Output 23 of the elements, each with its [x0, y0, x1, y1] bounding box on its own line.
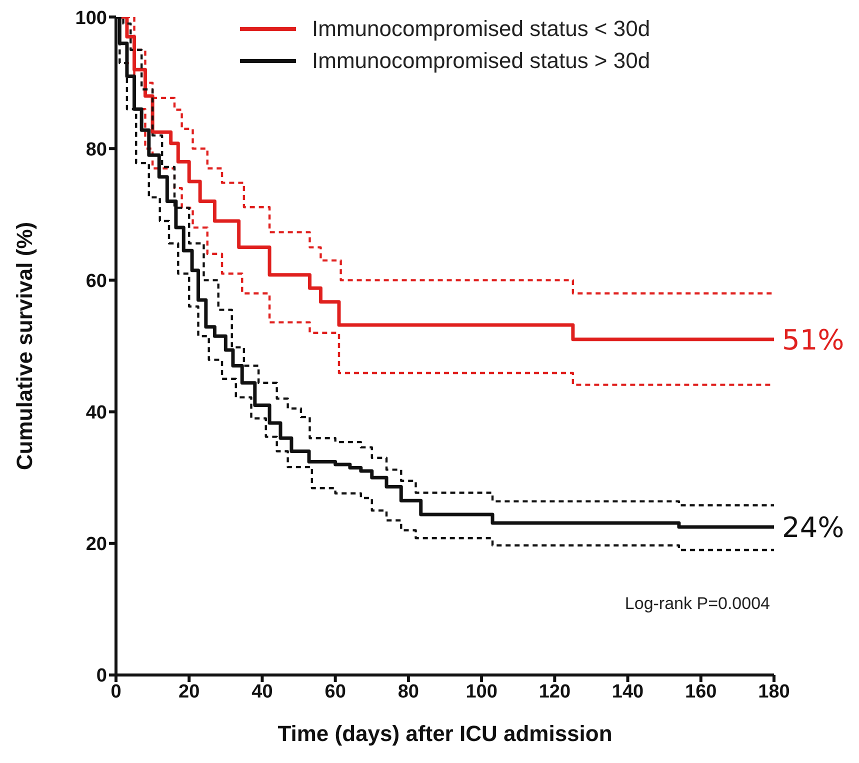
x-tick-label: 120 — [538, 681, 571, 702]
y-tick-label: 100 — [75, 8, 107, 29]
annotation: 51% — [782, 323, 844, 356]
y-tick-label: 20 — [86, 534, 107, 556]
y-tick-label: 40 — [86, 402, 107, 424]
x-tick-label: 100 — [466, 681, 498, 702]
x-tick-label: 60 — [324, 681, 346, 702]
x-tick-label: 80 — [398, 681, 420, 702]
x-tick-label: 160 — [685, 681, 717, 702]
y-tick-label: 60 — [86, 270, 107, 292]
x-axis-title: Time (days) after ICU admission — [278, 721, 612, 746]
y-axis-title: Cumulative survival (%) — [12, 222, 37, 470]
x-tick-label: 180 — [758, 681, 790, 702]
legend-label: Immunocompromised status < 30d — [312, 16, 650, 42]
x-tick-label: 40 — [252, 681, 273, 702]
x-tick-label: 140 — [612, 681, 644, 702]
legend-label: Immunocompromised status > 30d — [312, 48, 650, 74]
x-tick-label: 0 — [110, 681, 122, 702]
y-tick-label: 80 — [86, 139, 107, 160]
annotation: Log-rank P=0.0004 — [624, 594, 770, 614]
annotation: 24% — [782, 510, 844, 544]
x-tick-label: 20 — [178, 681, 200, 702]
y-tick-label: 0 — [96, 666, 107, 687]
